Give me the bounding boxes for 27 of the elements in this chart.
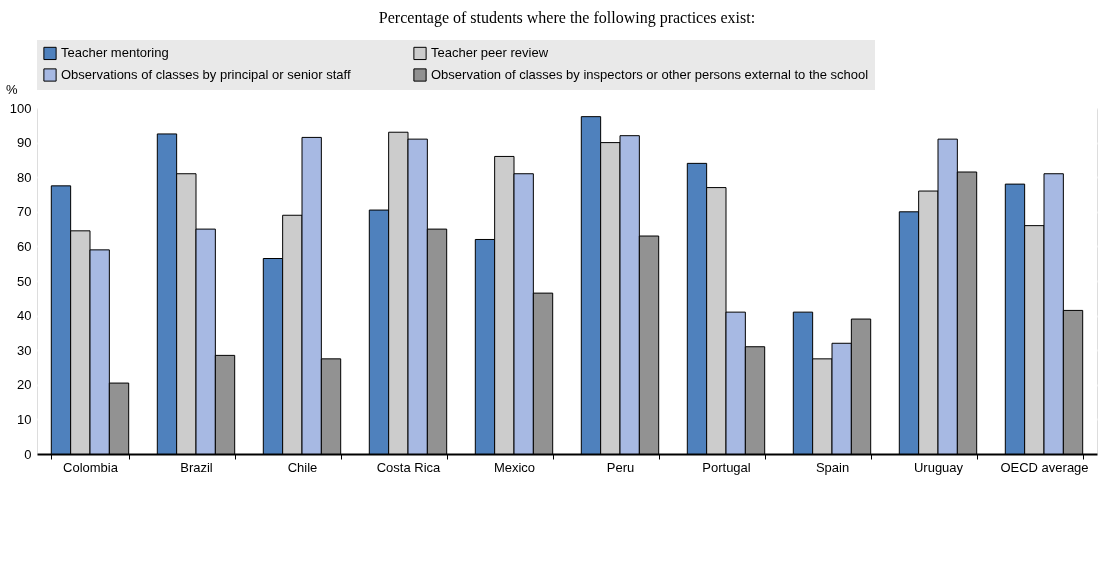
x-tick-label: Uruguay (913, 459, 964, 475)
x-tick-label: Brazil (180, 459, 213, 475)
x-tick-label: Portugal (702, 459, 751, 475)
x-tick-label: Colombia (63, 459, 119, 475)
y-tick-label: 50 (17, 273, 32, 289)
y-tick-label: 20 (17, 377, 32, 393)
x-tick-label: Chile (287, 459, 318, 475)
x-tick-label: Spain (815, 459, 850, 475)
y-tick-label: 90 (17, 135, 32, 151)
legend-label: Observations of classes by principal or senior staff (61, 67, 351, 82)
y-tick-label: 100 (9, 100, 32, 116)
y-tick-label: 0 (24, 446, 32, 462)
x-tick-label: OECD average (1000, 459, 1089, 475)
legend-label: Teacher peer review (431, 45, 549, 61)
y-tick-label: 10 (17, 411, 32, 427)
y-tick-label: 60 (17, 238, 32, 254)
x-tick-label: Peru (606, 459, 635, 475)
y-tick-label: 70 (17, 204, 32, 220)
y-tick-label: 30 (17, 342, 32, 358)
chart-title: Percentage of students where the following practices exist: (378, 9, 756, 27)
y-tick-label: 40 (17, 308, 32, 324)
legend-label: Teacher mentoring (61, 45, 169, 61)
y-axis-title: % (5, 81, 18, 97)
x-tick-label: Mexico (493, 459, 536, 475)
y-tick-label: 80 (17, 169, 32, 185)
x-tick-label: Costa Rica (376, 459, 442, 475)
legend-label: Observation of classes by inspectors or other persons external to the school (431, 67, 869, 82)
